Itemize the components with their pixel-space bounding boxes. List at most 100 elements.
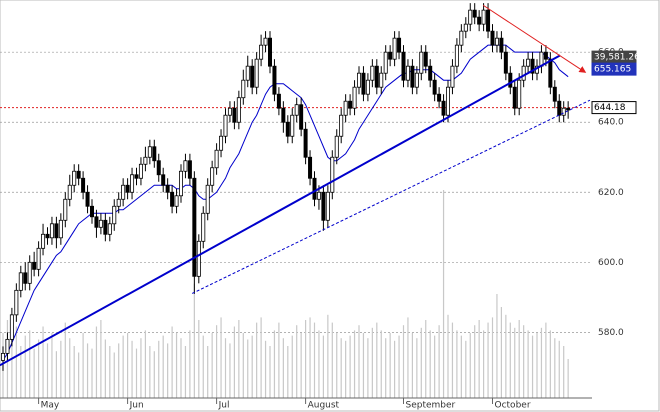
volume-bar bbox=[198, 320, 200, 398]
volume-bar bbox=[216, 325, 218, 398]
volume-bar bbox=[104, 339, 106, 398]
candle-body bbox=[245, 65, 250, 81]
candle bbox=[41, 223, 46, 256]
candle-body bbox=[192, 177, 197, 277]
candle-body bbox=[138, 163, 143, 179]
volume-bar bbox=[322, 335, 324, 398]
candle-body bbox=[134, 174, 139, 179]
candle bbox=[321, 185, 326, 231]
candle-body bbox=[18, 272, 23, 291]
x-tick-label: August bbox=[308, 401, 340, 411]
candle-body bbox=[530, 58, 535, 74]
volume-bar bbox=[416, 338, 418, 398]
volume-bar bbox=[340, 338, 342, 398]
candle-body bbox=[352, 86, 357, 109]
candle bbox=[437, 87, 442, 109]
volume-bar bbox=[411, 333, 413, 398]
candle-body bbox=[254, 58, 259, 88]
candle bbox=[290, 108, 295, 144]
candle-body bbox=[365, 79, 370, 95]
volume-bar bbox=[113, 352, 115, 398]
volume-bar bbox=[345, 340, 347, 398]
candle-body bbox=[58, 219, 63, 239]
volume-bar bbox=[224, 338, 227, 398]
volume-bar bbox=[491, 317, 494, 398]
volume-bar bbox=[282, 338, 284, 398]
volume-bar bbox=[153, 351, 155, 398]
candle bbox=[365, 73, 370, 102]
candle bbox=[187, 153, 192, 186]
candle-body bbox=[477, 16, 482, 25]
volume-bar bbox=[456, 330, 458, 398]
candle-body bbox=[90, 205, 95, 218]
volume-bar bbox=[296, 325, 298, 398]
candle-body bbox=[227, 107, 232, 116]
volume-bar bbox=[175, 333, 178, 398]
candle-body bbox=[308, 156, 313, 179]
candle-body bbox=[463, 23, 468, 32]
candle bbox=[348, 94, 353, 116]
volume-bar bbox=[220, 317, 222, 398]
candle bbox=[138, 157, 143, 186]
candle bbox=[397, 31, 402, 60]
candle-body bbox=[303, 128, 308, 158]
candle-body bbox=[232, 107, 237, 123]
volume-bar bbox=[487, 322, 489, 398]
candle-body bbox=[392, 37, 397, 60]
candle-body bbox=[494, 37, 499, 46]
volume-bar bbox=[55, 351, 57, 398]
candle-body bbox=[267, 37, 272, 67]
candle bbox=[90, 199, 95, 224]
candle-body bbox=[156, 160, 161, 176]
candle bbox=[72, 164, 77, 193]
candle-body bbox=[486, 9, 491, 32]
candle-body bbox=[517, 79, 522, 109]
candle bbox=[49, 216, 54, 245]
candle bbox=[107, 216, 112, 242]
volume-bar bbox=[420, 327, 422, 398]
candle bbox=[227, 101, 232, 123]
volume-bar bbox=[291, 335, 293, 398]
volume-bar bbox=[429, 330, 431, 398]
candle bbox=[5, 332, 10, 361]
candle bbox=[210, 160, 215, 193]
candle bbox=[432, 73, 437, 102]
volume-bar bbox=[309, 317, 311, 398]
candle-body bbox=[276, 93, 281, 109]
candle bbox=[459, 24, 464, 53]
candle bbox=[339, 108, 344, 144]
volume-bar bbox=[313, 322, 316, 398]
candle-body bbox=[508, 72, 513, 88]
plot-area bbox=[0, 3, 592, 398]
candle-body bbox=[36, 247, 41, 270]
candle-body bbox=[201, 212, 206, 242]
candle bbox=[178, 164, 183, 203]
candle bbox=[450, 59, 455, 95]
volume-bar bbox=[389, 333, 391, 398]
candle bbox=[521, 59, 526, 88]
volume-bar bbox=[207, 346, 209, 398]
candle-body bbox=[481, 9, 486, 25]
candle-body bbox=[423, 51, 428, 67]
volume-bar bbox=[122, 335, 124, 398]
candle bbox=[423, 45, 428, 74]
candle-body bbox=[94, 216, 99, 228]
candle bbox=[405, 59, 410, 88]
candle-body bbox=[76, 170, 81, 179]
y-tick-label: 580.0 bbox=[598, 328, 624, 338]
candle-body bbox=[401, 51, 406, 81]
y-tick-label: 640.0 bbox=[598, 118, 624, 128]
candle-body bbox=[316, 191, 321, 200]
volume-bar bbox=[73, 346, 75, 398]
candle bbox=[281, 101, 286, 133]
volume-bar bbox=[11, 339, 13, 398]
candle-body bbox=[112, 205, 117, 225]
candle bbox=[250, 59, 255, 95]
price-tag: 655.165 bbox=[594, 65, 631, 75]
candle-body bbox=[343, 100, 348, 116]
candle-body bbox=[250, 65, 255, 88]
candle bbox=[566, 101, 571, 119]
candle bbox=[552, 80, 557, 109]
candle-body bbox=[548, 58, 553, 88]
